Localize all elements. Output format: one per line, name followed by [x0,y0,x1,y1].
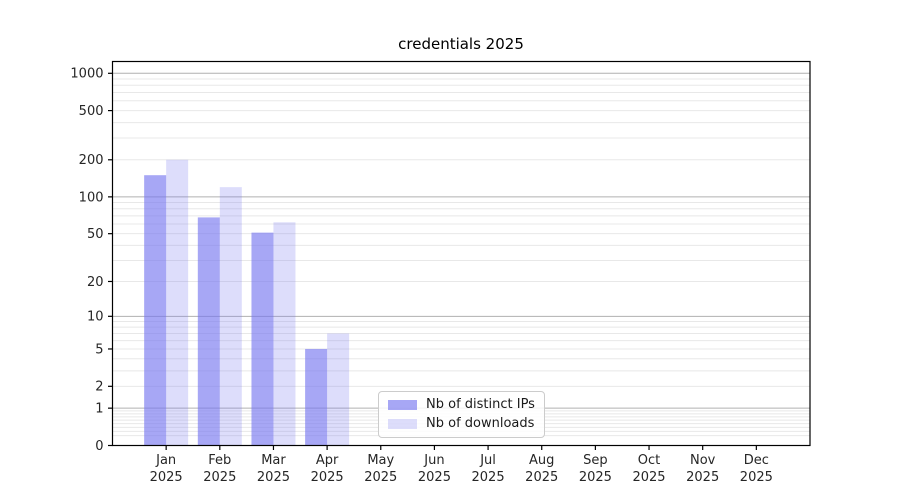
y-tick-label: 100 [79,190,104,205]
y-tick-label: 1 [95,402,103,417]
legend-swatch-distinct-ips [388,400,417,410]
legend-swatch-downloads [388,419,417,429]
y-tick-label: 50 [87,227,104,242]
bar-distinct-ips-mar [251,232,274,446]
x-tick-label: Dec 2025 [740,453,773,485]
x-tick-label: Jun 2025 [418,453,451,485]
y-tick-label: 2 [95,380,103,395]
plot-border [111,60,811,447]
bar-downloads-apr [327,333,350,446]
x-tick-label: May 2025 [364,453,397,485]
legend-label-downloads: Nb of downloads [426,416,535,431]
legend-item-distinct-ips: Nb of distinct IPs [388,397,535,413]
bar-downloads-feb [219,187,242,446]
y-tick-label: 5 [95,342,103,357]
y-tick-label: 200 [79,153,104,168]
x-tick-label: Oct 2025 [632,453,665,485]
y-tick-label: 500 [79,104,104,119]
y-tick-label: 1000 [70,67,103,82]
x-tick-label: Nov 2025 [686,453,719,485]
x-tick-label: Apr 2025 [311,453,344,485]
legend-label-distinct-ips: Nb of distinct IPs [426,397,535,412]
x-tick-label: Aug 2025 [525,453,558,485]
x-tick-label: Jul 2025 [472,453,505,485]
x-tick-label: Feb 2025 [203,453,236,485]
chart-title: credentials 2025 [398,35,524,53]
y-tick-label: 20 [87,275,104,290]
legend: Nb of distinct IPs Nb of downloads [378,391,545,438]
bar-distinct-ips-feb [197,217,220,446]
bar-downloads-mar [273,222,296,446]
x-tick-label: Mar 2025 [257,453,290,485]
y-tick-label: 10 [87,310,104,325]
legend-item-downloads: Nb of downloads [388,416,535,432]
x-tick-label: Sep 2025 [579,453,612,485]
bar-distinct-ips-jan [144,175,167,446]
bar-downloads-jan [166,159,189,446]
x-tick-label: Jan 2025 [150,453,183,485]
y-tick-label: 0 [95,439,103,454]
bar-distinct-ips-apr [305,348,328,446]
